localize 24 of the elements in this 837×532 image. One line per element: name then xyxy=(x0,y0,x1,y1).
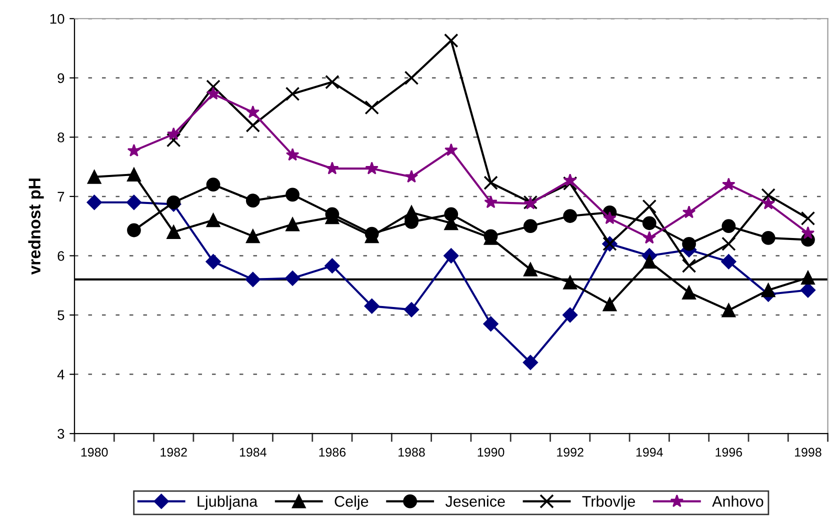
x-tick-label: 1996 xyxy=(716,448,742,457)
y-tick-label: 4 xyxy=(57,370,64,380)
y-tick-label: 7 xyxy=(58,192,64,202)
y-tick-label: 8 xyxy=(58,132,64,142)
x-tick-label: 1992 xyxy=(557,448,584,457)
x-tick-label: 1994 xyxy=(636,448,663,457)
x-tick-label: 1986 xyxy=(319,448,346,457)
legend-label: Trbovlje xyxy=(582,496,635,510)
y-tick-label: 6 xyxy=(58,251,64,261)
y-tick-label: 3 xyxy=(58,428,64,439)
legend-label: Jesenice xyxy=(445,496,505,507)
x-tick-label: 1988 xyxy=(398,448,425,457)
y-tick-label: 10 xyxy=(50,14,64,24)
x-tick-label: 1982 xyxy=(160,448,187,457)
x-tick-label: 1984 xyxy=(240,448,266,457)
y-tick-label: 5 xyxy=(58,310,64,320)
legend-label: Celje xyxy=(334,496,368,510)
legend-label: Anhovo xyxy=(712,496,764,507)
y-axis-title: vrednost pH xyxy=(28,178,44,275)
x-tick-label: 1998 xyxy=(795,448,822,457)
x-tick-label: 1980 xyxy=(81,448,108,457)
legend-label: Ljubljana xyxy=(198,496,258,510)
y-tick-label: 9 xyxy=(58,73,64,84)
x-tick-label: 1990 xyxy=(478,448,504,457)
